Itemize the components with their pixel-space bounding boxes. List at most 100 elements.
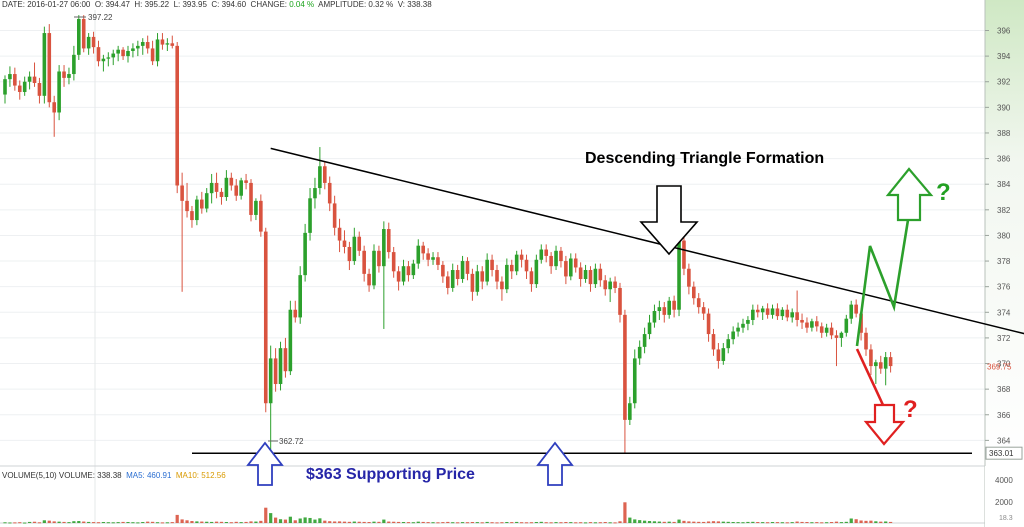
- volume-bar: [165, 522, 169, 524]
- candle: [741, 318, 745, 333]
- volume-bar: [544, 522, 548, 524]
- candle: [888, 352, 893, 373]
- volume-bar: [259, 520, 263, 523]
- candle-body: [746, 319, 750, 324]
- volume-bottom-label: 18.3: [999, 515, 1013, 522]
- candle: [160, 33, 165, 50]
- bearish-projection-line: [855, 348, 885, 406]
- volume-bar: [62, 521, 66, 523]
- volume-bar: [421, 521, 425, 523]
- candle: [529, 267, 534, 292]
- max-price-marker: 397.22: [88, 13, 113, 22]
- volume-bar: [121, 521, 125, 523]
- volume-bar: [667, 521, 671, 523]
- volume-bar: [91, 522, 96, 524]
- candle: [549, 252, 553, 274]
- volume-bar: [697, 521, 701, 523]
- candle-body: [839, 332, 844, 338]
- candle: [313, 177, 317, 209]
- volume-bar: [136, 522, 140, 524]
- volume-axis-background: [985, 466, 1024, 527]
- candle: [495, 264, 499, 290]
- candle-body: [145, 42, 150, 49]
- candle: [623, 309, 627, 454]
- volume-bar: [515, 521, 519, 523]
- candle: [259, 194, 263, 237]
- volume-bar: [529, 522, 534, 524]
- candle-body: [278, 348, 283, 385]
- volume-bar: [401, 522, 406, 524]
- candle: [214, 172, 219, 199]
- candle-body: [283, 348, 288, 372]
- candle-body: [362, 250, 366, 274]
- candle: [573, 253, 578, 273]
- volume-bar: [662, 521, 666, 523]
- candle: [578, 262, 583, 287]
- candle: [57, 65, 61, 121]
- candle-body: [854, 304, 858, 314]
- candle: [716, 343, 721, 369]
- candle-body: [603, 280, 608, 290]
- candle: [81, 15, 86, 53]
- candle-body: [136, 45, 140, 49]
- candle: [642, 327, 647, 354]
- candle-body: [175, 45, 179, 186]
- candle: [254, 198, 258, 221]
- volume-bar: [520, 522, 524, 524]
- candle-body: [382, 229, 386, 267]
- volume-ma10: MA10: 512.56: [175, 471, 226, 480]
- volume-bar: [485, 521, 489, 523]
- candle-body: [598, 268, 603, 281]
- candle: [77, 15, 81, 60]
- candle: [800, 313, 804, 329]
- candle: [731, 326, 735, 345]
- volume-bar: [770, 522, 775, 524]
- y-tick-label: 368: [997, 385, 1011, 394]
- volume-bar: [613, 522, 617, 524]
- candle-body: [337, 227, 342, 241]
- candle: [706, 308, 711, 342]
- volume-bar: [800, 521, 804, 523]
- candle: [755, 304, 760, 318]
- candle-body: [86, 36, 91, 49]
- candle: [839, 331, 844, 347]
- candle: [455, 264, 460, 286]
- candle-body: [888, 357, 893, 367]
- y-tick-label: 396: [997, 26, 1011, 35]
- volume-bar: [721, 521, 725, 523]
- candle-body: [647, 322, 652, 335]
- header-amplitude: AMPLITUDE: 0.32 %: [318, 0, 394, 9]
- volume-bar: [820, 522, 824, 524]
- candle: [539, 244, 544, 264]
- volume-bar: [495, 522, 499, 524]
- candle-body: [760, 308, 765, 313]
- volume-bar: [101, 522, 105, 524]
- candle-body: [450, 270, 455, 288]
- volume-bar: [706, 521, 711, 523]
- volume-bar: [633, 519, 637, 523]
- candle-body: [224, 177, 229, 198]
- volume-bar: [451, 522, 455, 524]
- candle: [263, 227, 268, 413]
- candle-body: [652, 311, 657, 323]
- price-markers: 397.22 362.72 369.75 363.01: [74, 13, 1023, 460]
- candle-body: [519, 254, 524, 260]
- annotations-layer: [192, 147, 1024, 486]
- candle-body: [770, 308, 775, 315]
- volume-bar: [210, 521, 214, 523]
- candle: [323, 161, 327, 190]
- volume-bar: [441, 522, 445, 524]
- candle: [155, 33, 160, 67]
- volume-bar: [131, 522, 135, 524]
- candle: [824, 323, 829, 337]
- candle: [396, 266, 401, 291]
- volume-bar: [146, 521, 150, 523]
- volume-bar: [372, 521, 376, 523]
- candle-body: [696, 298, 701, 308]
- candle-body: [878, 362, 883, 369]
- candle: [347, 241, 352, 271]
- candle-body: [200, 199, 204, 209]
- candle-body: [864, 332, 868, 350]
- candle: [628, 396, 632, 426]
- candle-body: [775, 308, 780, 317]
